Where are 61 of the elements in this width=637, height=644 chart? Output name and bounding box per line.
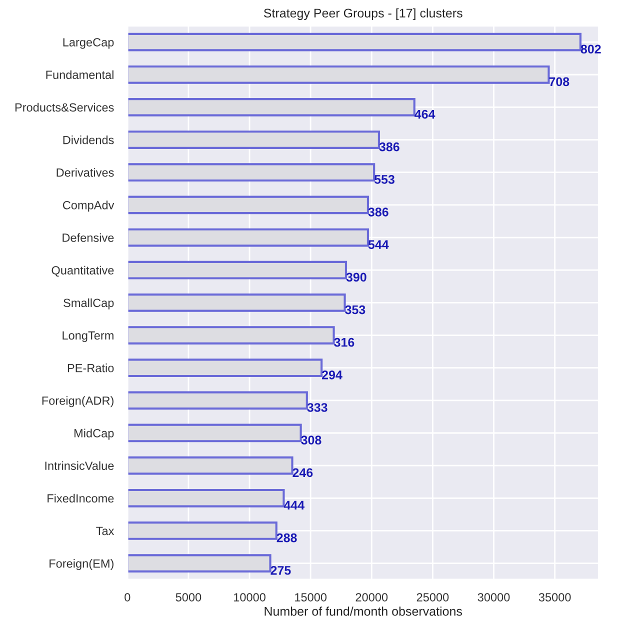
y-tick-label: Foreign(ADR) [42,396,114,408]
bar [127,260,348,280]
annotation: 708 [549,77,570,86]
y-tick-label: Tax [96,526,114,536]
x-tick-label: 5000 [176,593,202,602]
annotation: 333 [307,403,328,412]
chart-title: Strategy Peer Groups - [17] clusters [264,8,462,20]
bar [127,293,346,312]
annotation: 386 [379,142,400,152]
annotation: 246 [292,468,313,478]
bar [127,228,370,247]
y-tick-label: PE-Ratio [68,364,114,372]
x-tick-label: 35000 [538,593,571,602]
bar [127,326,335,344]
x-tick-label: 15000 [295,593,327,602]
bar [127,488,285,508]
y-tick-label: Foreign(EM) [50,559,114,570]
bar [127,163,376,182]
y-tick-label: FixedIncome [48,494,114,503]
y-tick-label: MidCap [74,428,114,440]
y-tick-label: Products&Services [15,102,114,112]
y-tick-label: Quantitative [52,266,114,277]
annotation: 308 [301,436,322,445]
annotation: 386 [368,208,388,216]
x-tick-label: 20000 [356,593,388,602]
y-tick-label: LongTerm [62,331,114,342]
annotation: 390 [346,272,366,282]
bar [127,358,323,378]
x-tick-label: 10000 [234,593,266,602]
bar [127,196,370,214]
annotation: 802 [580,44,601,54]
annotation: 444 [284,500,304,510]
bar [127,65,550,84]
y-tick-label: IntrinsicValue [45,461,114,470]
annotation: 544 [368,240,389,250]
bar [127,98,416,116]
y-tick-label: Fundamental [46,70,114,80]
y-tick-label: SmallCap [64,298,114,310]
bar [127,391,308,410]
annotation: 353 [345,305,366,314]
x-tick-label: 0 [124,593,130,602]
annotation: 275 [270,566,291,575]
y-tick-label: Dividends [63,136,114,144]
x-tick-label: 25000 [416,593,449,602]
annotation: 553 [374,175,394,184]
y-tick-label: LargeCap [63,38,114,49]
annotation: 464 [414,110,436,119]
annotation: 288 [276,533,297,542]
x-tick-label: 30000 [478,593,510,602]
bar [127,130,380,149]
y-tick-label: CompAdv [62,200,114,212]
bar [127,424,302,442]
bar [127,456,294,475]
bar [127,32,582,52]
annotation: 316 [334,338,354,347]
annotation: 294 [322,370,342,380]
y-tick-label: Derivatives [56,168,114,177]
bar [127,554,272,572]
y-tick-label: Defensive [62,233,114,242]
bar [127,522,278,540]
x-axis-title: Number of fund/month observations [264,606,462,616]
